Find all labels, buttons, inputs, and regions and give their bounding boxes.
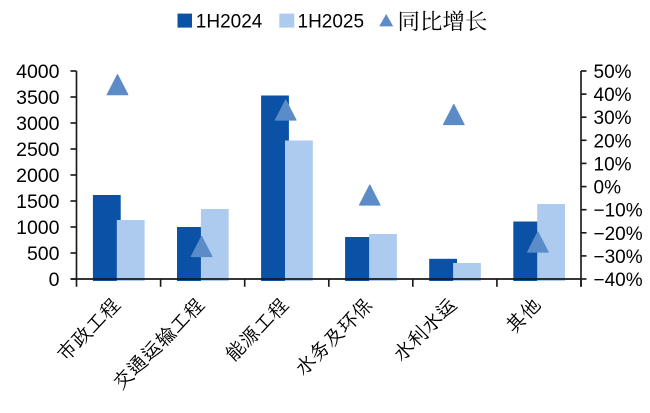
svg-text:30%: 30% (594, 108, 632, 129)
svg-text:40%: 40% (594, 85, 632, 106)
svg-text:3500: 3500 (16, 87, 60, 109)
svg-text:2500: 2500 (16, 139, 60, 161)
svg-text:−10%: −10% (594, 201, 643, 222)
svg-text:50%: 50% (594, 62, 632, 83)
svg-text:−20%: −20% (594, 224, 643, 245)
svg-text:1H2025: 1H2025 (298, 11, 365, 32)
svg-text:10%: 10% (594, 154, 632, 175)
svg-text:−30%: −30% (594, 247, 643, 268)
svg-text:1H2024: 1H2024 (196, 11, 263, 32)
svg-text:1000: 1000 (16, 217, 60, 239)
svg-text:500: 500 (27, 243, 60, 265)
svg-text:0%: 0% (594, 178, 622, 199)
svg-text:−40%: −40% (594, 270, 643, 291)
svg-text:3000: 3000 (16, 113, 60, 135)
svg-text:1500: 1500 (16, 191, 60, 213)
svg-text:20%: 20% (594, 131, 632, 152)
svg-text:0: 0 (49, 269, 60, 291)
svg-text:2000: 2000 (16, 165, 60, 187)
svg-text:4000: 4000 (16, 61, 60, 83)
